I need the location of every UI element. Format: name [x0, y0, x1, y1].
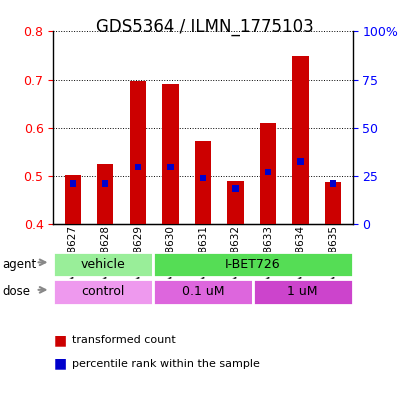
Bar: [227, 181, 243, 224]
Bar: [199, 174, 206, 181]
Bar: [53, 279, 153, 305]
Bar: [329, 180, 335, 187]
Bar: [194, 141, 211, 224]
Text: dose: dose: [2, 285, 30, 299]
Text: 0.1 uM: 0.1 uM: [181, 285, 224, 298]
Bar: [70, 180, 76, 187]
Bar: [232, 185, 238, 191]
Text: I-BET726: I-BET726: [225, 258, 280, 271]
Bar: [135, 163, 141, 170]
Bar: [162, 84, 178, 224]
Text: ■: ■: [53, 356, 66, 371]
Text: percentile rank within the sample: percentile rank within the sample: [72, 358, 259, 369]
Bar: [65, 175, 81, 224]
Bar: [97, 164, 113, 224]
Bar: [252, 279, 352, 305]
Text: ■: ■: [53, 333, 66, 347]
Bar: [292, 57, 308, 224]
Text: agent: agent: [2, 258, 36, 271]
Text: vehicle: vehicle: [81, 258, 125, 271]
Bar: [153, 279, 252, 305]
Text: 1 uM: 1 uM: [287, 285, 317, 298]
Text: transformed count: transformed count: [72, 335, 175, 345]
Bar: [259, 123, 276, 224]
Bar: [102, 180, 108, 187]
Text: GDS5364 / ILMN_1775103: GDS5364 / ILMN_1775103: [96, 18, 313, 36]
Bar: [153, 252, 352, 277]
Bar: [324, 182, 340, 224]
Bar: [264, 169, 270, 175]
Bar: [129, 81, 146, 224]
Bar: [297, 158, 303, 165]
Bar: [167, 163, 173, 170]
Bar: [53, 252, 153, 277]
Text: control: control: [81, 285, 125, 298]
